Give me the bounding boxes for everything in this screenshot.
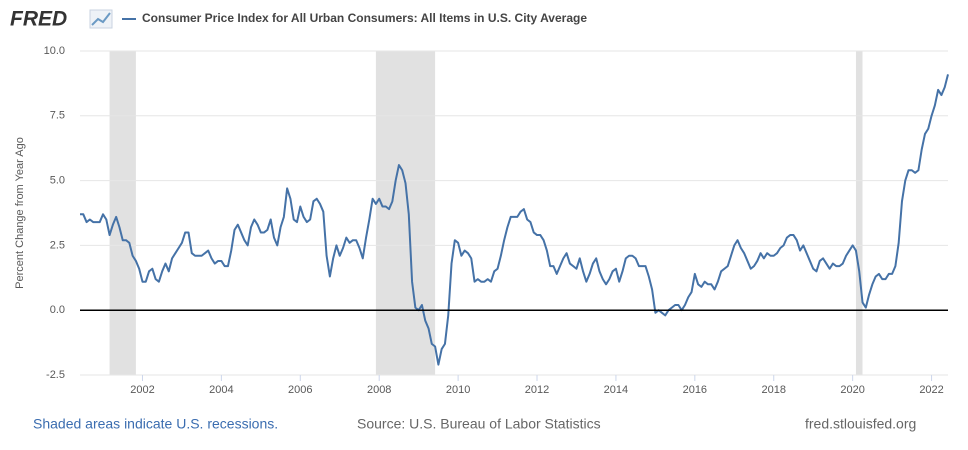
y-tick-label: 10.0: [44, 45, 65, 57]
recession-band: [375, 51, 436, 375]
y-axis-label: Percent Change from Year Ago: [14, 137, 26, 289]
x-tick-label: 2008: [367, 384, 391, 396]
plot-area: [80, 50, 948, 376]
recession-band: [109, 51, 136, 375]
site-url: fred.stlouisfed.org: [805, 416, 916, 432]
x-tick-label: 2016: [683, 384, 707, 396]
x-tick-label: 2004: [209, 384, 233, 396]
x-tick-label: 2002: [130, 384, 154, 396]
x-tick-label: 2012: [525, 384, 549, 396]
y-tick-label: 2.5: [50, 239, 65, 251]
recession-band: [855, 51, 863, 375]
y-tick-label: 7.5: [50, 110, 65, 122]
legend-label: Consumer Price Index for All Urban Consu…: [142, 11, 587, 25]
x-tick-label: 2014: [604, 384, 628, 396]
y-tick-label: -2.5: [46, 369, 65, 381]
y-tick-label: 5.0: [50, 175, 65, 187]
x-tick-label: 2022: [919, 384, 943, 396]
series-line: [80, 74, 949, 366]
logo-icon: [89, 9, 113, 29]
recession-note: Shaded areas indicate U.S. recessions.: [33, 416, 278, 432]
source: Source: U.S. Bureau of Labor Statistics: [357, 416, 601, 432]
x-tick-label: 2010: [446, 384, 470, 396]
logo: FRED: [10, 8, 67, 31]
y-tick-label: 0.0: [50, 304, 65, 316]
x-tick-label: 2020: [840, 384, 864, 396]
x-tick-label: 2018: [762, 384, 786, 396]
x-tick-label: 2006: [288, 384, 312, 396]
